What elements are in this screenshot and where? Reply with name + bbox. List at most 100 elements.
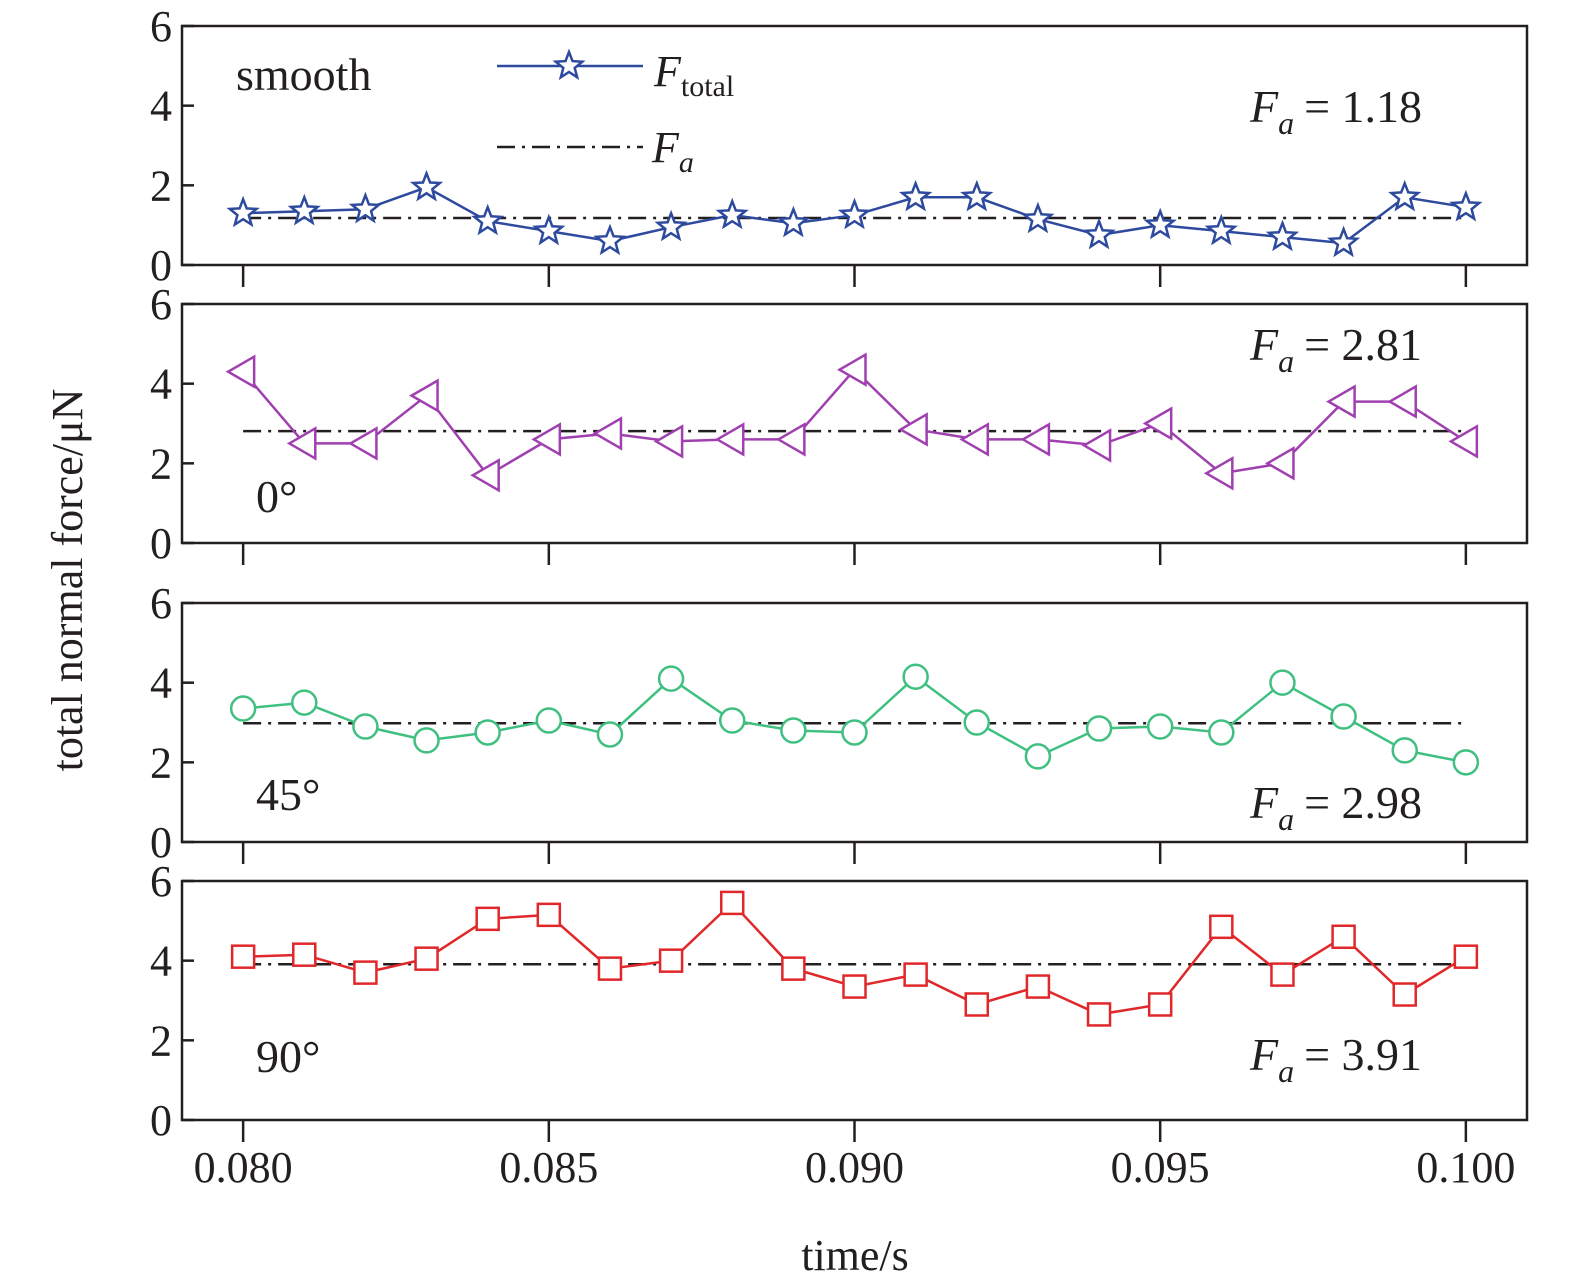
panel-label: 0° — [256, 471, 297, 522]
data-point — [719, 890, 745, 916]
fa-subscript: a — [1278, 105, 1294, 141]
fa-symbol: F — [1249, 1029, 1279, 1080]
data-point — [531, 422, 562, 457]
data-point — [474, 719, 501, 746]
data-point — [776, 205, 811, 238]
fa-subscript: a — [1278, 1053, 1294, 1089]
legend-avg-text: Fa — [651, 123, 694, 179]
data-point — [1326, 225, 1361, 258]
data-point — [1453, 944, 1479, 969]
x-tick-label: 0.090 — [805, 1143, 904, 1192]
data-point — [596, 721, 624, 748]
data-point — [226, 195, 260, 228]
panel-frame — [180, 879, 1529, 1122]
legend-total-main: F — [653, 47, 682, 96]
data-point — [714, 422, 745, 457]
panel-frame — [180, 24, 1529, 267]
data-point — [1085, 715, 1113, 742]
y-tick-label: 2 — [150, 161, 172, 210]
data-point — [959, 422, 990, 457]
data-point — [1265, 219, 1300, 252]
data-point — [775, 422, 806, 457]
data-point — [657, 665, 685, 692]
data-point — [1142, 406, 1173, 441]
y-tick-label: 6 — [150, 280, 172, 329]
x-tick-label: 0.080 — [194, 1143, 293, 1192]
fa-annotation: Fa = 3.91 — [1249, 1029, 1422, 1089]
data-point — [1326, 384, 1356, 419]
y-tick-label: 4 — [150, 360, 172, 409]
data-point — [414, 946, 439, 971]
data-point — [964, 992, 990, 1017]
data-point — [1330, 703, 1357, 730]
data-point — [1452, 749, 1480, 776]
data-point — [836, 352, 867, 387]
data-point — [597, 956, 623, 981]
fa-annotation: Fa = 2.98 — [1249, 777, 1422, 837]
y-tick-label: 2 — [150, 1016, 172, 1065]
data-point — [841, 719, 868, 746]
legend-avg-main: F — [651, 123, 680, 172]
data-point — [654, 209, 688, 242]
y-axis-label: total normal force/μN — [43, 389, 92, 772]
data-point — [1146, 713, 1174, 740]
data-point — [780, 717, 807, 744]
data-point — [348, 191, 383, 224]
fa-annotation: Fa = 1.18 — [1249, 81, 1422, 141]
data-point — [347, 426, 378, 461]
data-point — [715, 197, 749, 230]
panels: 0 2 4 6 smooth Fa = 1.18 0 2 4 6 0° Fa = 2.81 0 2 4 6 45° F… — [150, 2, 1529, 1192]
legend-total-marker — [552, 48, 586, 81]
panel-2: 0 2 4 6 0° Fa = 2.81 — [150, 280, 1529, 568]
y-tick-label: 6 — [150, 579, 172, 628]
legend: Ftotal Fa — [497, 47, 734, 179]
panel-1: 0 2 4 6 smooth Fa = 1.18 — [150, 2, 1529, 290]
data-point — [1449, 189, 1483, 222]
x-axis-label: time/s — [801, 1231, 909, 1280]
data-point — [1021, 201, 1055, 234]
legend-total-text: Ftotal — [653, 47, 734, 103]
y-tick-label: 0 — [150, 1096, 172, 1145]
y-tick-label: 2 — [150, 439, 172, 488]
fa-annotation: Fa = 2.81 — [1249, 319, 1422, 379]
data-point — [898, 179, 933, 212]
data-point — [593, 223, 627, 256]
data-point — [1264, 446, 1295, 481]
data-point — [653, 424, 684, 459]
data-point — [902, 663, 929, 690]
legend-avg-sub: a — [679, 146, 694, 179]
data-point — [1024, 743, 1052, 770]
data-point — [1025, 974, 1051, 999]
data-point — [963, 709, 991, 736]
y-tick-label: 0 — [150, 818, 172, 867]
data-point — [413, 727, 440, 754]
y-tick-label: 0 — [150, 241, 172, 290]
fa-symbol: F — [1249, 81, 1279, 132]
x-tick-label: 0.085 — [499, 1143, 598, 1192]
x-tick-label: 0.095 — [1111, 1143, 1210, 1192]
data-point — [1203, 456, 1234, 491]
data-point — [291, 689, 318, 716]
y-tick-label: 4 — [150, 82, 172, 131]
fa-symbol: F — [1249, 777, 1279, 828]
data-point — [1081, 428, 1112, 463]
data-point — [1082, 217, 1116, 250]
data-point — [658, 948, 684, 973]
panel-label: 45° — [256, 769, 320, 820]
panel-3: 0 2 4 6 45° Fa = 2.98 — [150, 579, 1529, 867]
data-point — [960, 179, 994, 212]
data-point — [1392, 982, 1417, 1007]
data-point — [470, 458, 500, 493]
data-point — [781, 956, 806, 981]
data-point — [1388, 179, 1422, 212]
panel-4: 0 2 4 6 90° Fa = 3.91 0.080 0.085 0.090 0.095 0.100 — [150, 857, 1529, 1192]
data-point — [1269, 669, 1296, 696]
data-point — [409, 378, 439, 413]
data-point — [592, 416, 623, 451]
data-point — [536, 902, 562, 928]
fa-value: = 1.18 — [1304, 81, 1422, 132]
panel-label: smooth — [236, 49, 371, 100]
data-point — [1387, 384, 1417, 419]
data-point — [471, 203, 505, 236]
y-tick-label: 4 — [150, 659, 172, 708]
